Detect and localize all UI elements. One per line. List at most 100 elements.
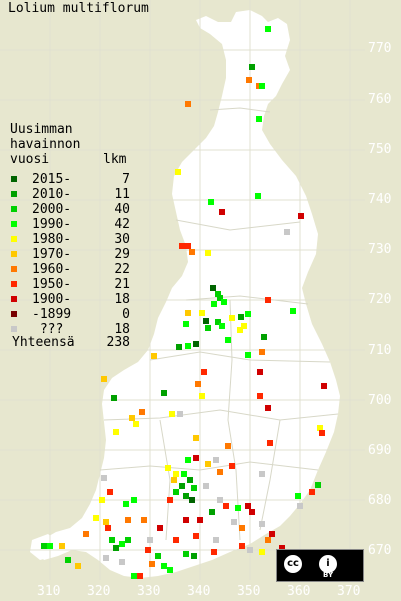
observation-square [205,461,211,467]
y-axis-label: 770 [368,41,392,56]
legend-row: 2015- 7 [10,172,130,187]
observation-square [125,517,131,523]
legend-swatch [11,311,17,317]
observation-square [208,199,214,205]
observation-square [231,519,237,525]
observation-square [183,517,189,523]
region-border [209,107,271,113]
observation-square [113,545,119,551]
observation-square [173,489,179,495]
observation-square [221,299,227,305]
observation-square [215,319,221,325]
legend-swatch [11,281,17,287]
observation-square [239,543,245,549]
legend-label: 1950- [32,277,72,292]
observation-square [315,482,321,488]
observation-square [246,77,252,83]
observation-square [193,341,199,347]
x-axis-label: 360 [287,584,311,599]
observation-square [245,311,251,317]
observation-square [99,497,105,503]
map-title: Lolium multiflorum [8,1,149,16]
observation-square [269,531,275,537]
observation-square [171,477,177,483]
observation-square [265,26,271,32]
observation-square [193,533,199,539]
observation-square [195,381,201,387]
observation-square [157,525,163,531]
legend-label: 1900- [32,292,72,307]
legend-heading-line-1: Uusimman [10,122,73,137]
observation-square [155,553,161,559]
observation-square [175,169,181,175]
observation-square [209,509,215,515]
observation-square [41,543,47,549]
observation-square [75,563,81,569]
observation-square [139,409,145,415]
y-axis-label: 670 [368,543,392,558]
observation-square [217,497,223,503]
legend-row: 1970- 29 [10,247,130,262]
legend-swatch [11,236,17,242]
observation-square [173,537,179,543]
observation-square [119,559,125,565]
legend-swatch [11,296,17,302]
legend-total-count: 238 [106,335,130,350]
legend-swatch [11,191,17,197]
y-axis-label: 730 [368,242,392,257]
observation-square [229,463,235,469]
x-axis-label: 320 [87,584,111,599]
cc-by-license-icon[interactable]: cc i BY [276,549,364,582]
observation-square [147,537,153,543]
observation-square [321,383,327,389]
legend-swatch [11,176,17,182]
legend-row: -1899 0 [10,307,130,322]
observation-square [223,503,229,509]
observation-square [179,483,185,489]
legend-label: 1960- [32,262,72,277]
observation-square [47,543,53,549]
observation-square [249,64,255,70]
region-border [149,351,331,363]
observation-square [119,541,125,547]
legend-row: 2010- 11 [10,187,130,202]
observation-square [205,325,211,331]
observation-square [187,477,193,483]
observation-square [217,469,223,475]
y-axis-label: 680 [368,493,392,508]
legend-heading-line-2: havainnon [10,137,81,152]
legend-swatch [11,266,17,272]
observation-square [199,393,205,399]
observation-square [259,83,265,89]
observation-square [133,421,139,427]
observation-square [225,443,231,449]
observation-square [185,343,191,349]
observation-square [185,243,191,249]
observation-square [213,457,219,463]
by-label: BY [323,571,334,579]
x-axis-label: 330 [137,584,161,599]
observation-square [238,314,244,320]
observation-square [176,344,182,350]
observation-square [167,567,173,573]
x-axis-label: 340 [187,584,211,599]
observation-square [123,501,129,507]
legend-row: 1990- 42 [10,217,130,232]
observation-square [239,525,245,531]
x-axis-label: 350 [237,584,261,599]
legend-total-label: Yhteensä [12,335,75,350]
legend-count: 40 [114,202,130,217]
observation-square [297,503,303,509]
region-border [185,295,309,305]
observation-square [165,465,171,471]
legend-count: 18 [114,292,130,307]
observation-square [183,493,189,499]
observation-square [259,549,265,555]
observation-square [167,497,173,503]
observation-square [101,475,107,481]
legend-swatch [11,326,17,332]
observation-square [259,471,265,477]
observation-square [256,116,262,122]
